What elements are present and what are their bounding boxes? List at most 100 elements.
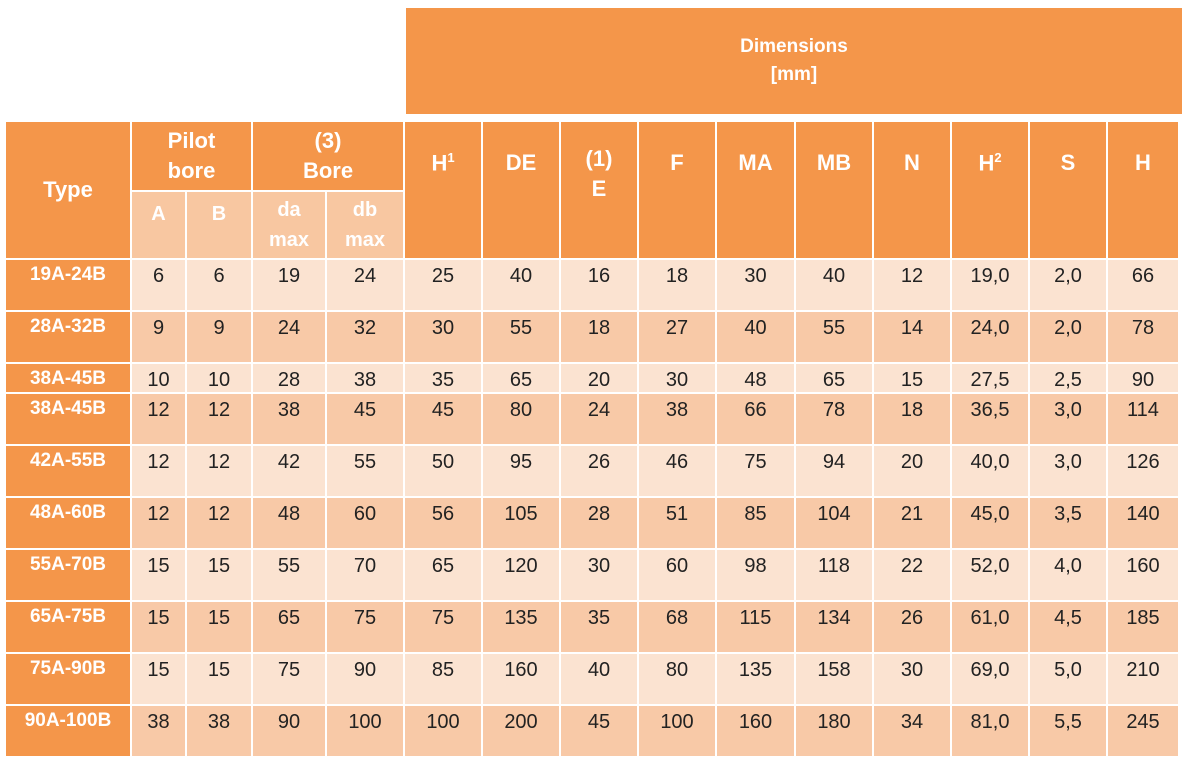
cell-mb: 180	[794, 704, 874, 758]
cell-f: 38	[637, 392, 717, 446]
cell-mb: 55	[794, 310, 874, 364]
cell-f: 18	[637, 258, 717, 312]
cell-h: 185	[1106, 600, 1180, 654]
cell-e: 30	[559, 548, 639, 602]
cell-h1: 50	[403, 444, 483, 498]
cell-f: 80	[637, 652, 717, 706]
cell-a: 12	[130, 496, 187, 550]
table-row: 48A-60B 12 12 48 60 56 105 28 51 85 104 …	[4, 496, 1180, 550]
header-da-line2: max	[268, 229, 310, 251]
cell-h: 114	[1106, 392, 1180, 446]
cell-ma: 40	[715, 310, 796, 364]
header-h2-base: H	[978, 150, 995, 176]
cell-ma: 98	[715, 548, 796, 602]
cell-f: 30	[637, 362, 717, 394]
cell-s: 4,0	[1028, 548, 1108, 602]
cell-s: 4,5	[1028, 600, 1108, 654]
cell-h2: 19,0	[950, 258, 1030, 312]
cell-f: 60	[637, 548, 717, 602]
cell-db: 32	[325, 310, 405, 364]
cell-de: 120	[481, 548, 561, 602]
header-h: H	[1106, 120, 1180, 260]
table-row: 90A-100B 38 38 90 100 100 200 45 100 160…	[4, 704, 1180, 758]
cell-da: 48	[251, 496, 327, 550]
cell-a: 12	[130, 392, 187, 446]
cell-n: 15	[872, 362, 952, 394]
cell-ma: 85	[715, 496, 796, 550]
cell-h1: 75	[403, 600, 483, 654]
cell-b: 6	[185, 258, 253, 312]
cell-b: 12	[185, 496, 253, 550]
header-h2-sup: 2	[994, 150, 1002, 165]
type-cell: 75A-90B	[4, 652, 132, 706]
cell-b: 9	[185, 310, 253, 364]
cell-s: 2,5	[1028, 362, 1108, 394]
cell-ma: 115	[715, 600, 796, 654]
cell-f: 46	[637, 444, 717, 498]
cell-h1: 30	[403, 310, 483, 364]
cell-de: 65	[481, 362, 561, 394]
cell-mb: 65	[794, 362, 874, 394]
header-e-line1: (1)	[585, 146, 613, 171]
cell-b: 10	[185, 362, 253, 394]
cell-h1: 85	[403, 652, 483, 706]
cell-mb: 94	[794, 444, 874, 498]
cell-da: 24	[251, 310, 327, 364]
type-cell: 65A-75B	[4, 600, 132, 654]
header-da-line1: da	[277, 199, 301, 221]
cell-mb: 104	[794, 496, 874, 550]
cell-s: 3,5	[1028, 496, 1108, 550]
cell-s: 3,0	[1028, 444, 1108, 498]
dimensions-table: Type Pilot bore (3) Bore H1 DE (1) E F M…	[4, 120, 1180, 758]
cell-n: 34	[872, 704, 952, 758]
cell-mb: 134	[794, 600, 874, 654]
type-cell: 42A-55B	[4, 444, 132, 498]
cell-h1: 56	[403, 496, 483, 550]
header-h1-sup: 1	[447, 150, 455, 165]
cell-h2: 24,0	[950, 310, 1030, 364]
cell-e: 26	[559, 444, 639, 498]
cell-f: 27	[637, 310, 717, 364]
header-e-line2: E	[591, 176, 607, 201]
cell-de: 160	[481, 652, 561, 706]
cell-n: 30	[872, 652, 952, 706]
cell-s: 2,0	[1028, 310, 1108, 364]
cell-s: 5,5	[1028, 704, 1108, 758]
cell-a: 6	[130, 258, 187, 312]
cell-b: 15	[185, 548, 253, 602]
cell-n: 21	[872, 496, 952, 550]
dimensions-unit: [mm]	[770, 64, 818, 85]
dimensions-title: Dimensions	[740, 36, 848, 57]
cell-ma: 30	[715, 258, 796, 312]
header-h1: H1	[403, 120, 483, 260]
type-cell: 48A-60B	[4, 496, 132, 550]
header-pilot-bore-line2: bore	[167, 158, 216, 183]
cell-da: 55	[251, 548, 327, 602]
cell-h1: 35	[403, 362, 483, 394]
cell-da: 75	[251, 652, 327, 706]
cell-db: 70	[325, 548, 405, 602]
cell-f: 100	[637, 704, 717, 758]
cell-mb: 118	[794, 548, 874, 602]
cell-h: 78	[1106, 310, 1180, 364]
cell-a: 10	[130, 362, 187, 394]
cell-db: 60	[325, 496, 405, 550]
cell-da: 90	[251, 704, 327, 758]
cell-n: 26	[872, 600, 952, 654]
header-b: B	[185, 190, 253, 260]
header-e: (1) E	[559, 120, 639, 260]
header-pilot-bore-line1: Pilot	[167, 128, 216, 153]
cell-e: 18	[559, 310, 639, 364]
cell-b: 38	[185, 704, 253, 758]
cell-h1: 100	[403, 704, 483, 758]
header-h1-base: H	[431, 150, 448, 176]
type-cell: 38A-45B	[4, 392, 132, 446]
cell-h1: 25	[403, 258, 483, 312]
table-row: 38A-45B 12 12 38 45 45 80 24 38 66 78 18…	[4, 392, 1180, 446]
cell-ma: 135	[715, 652, 796, 706]
cell-e: 16	[559, 258, 639, 312]
cell-da: 28	[251, 362, 327, 394]
cell-e: 20	[559, 362, 639, 394]
header-s: S	[1028, 120, 1108, 260]
cell-da: 65	[251, 600, 327, 654]
